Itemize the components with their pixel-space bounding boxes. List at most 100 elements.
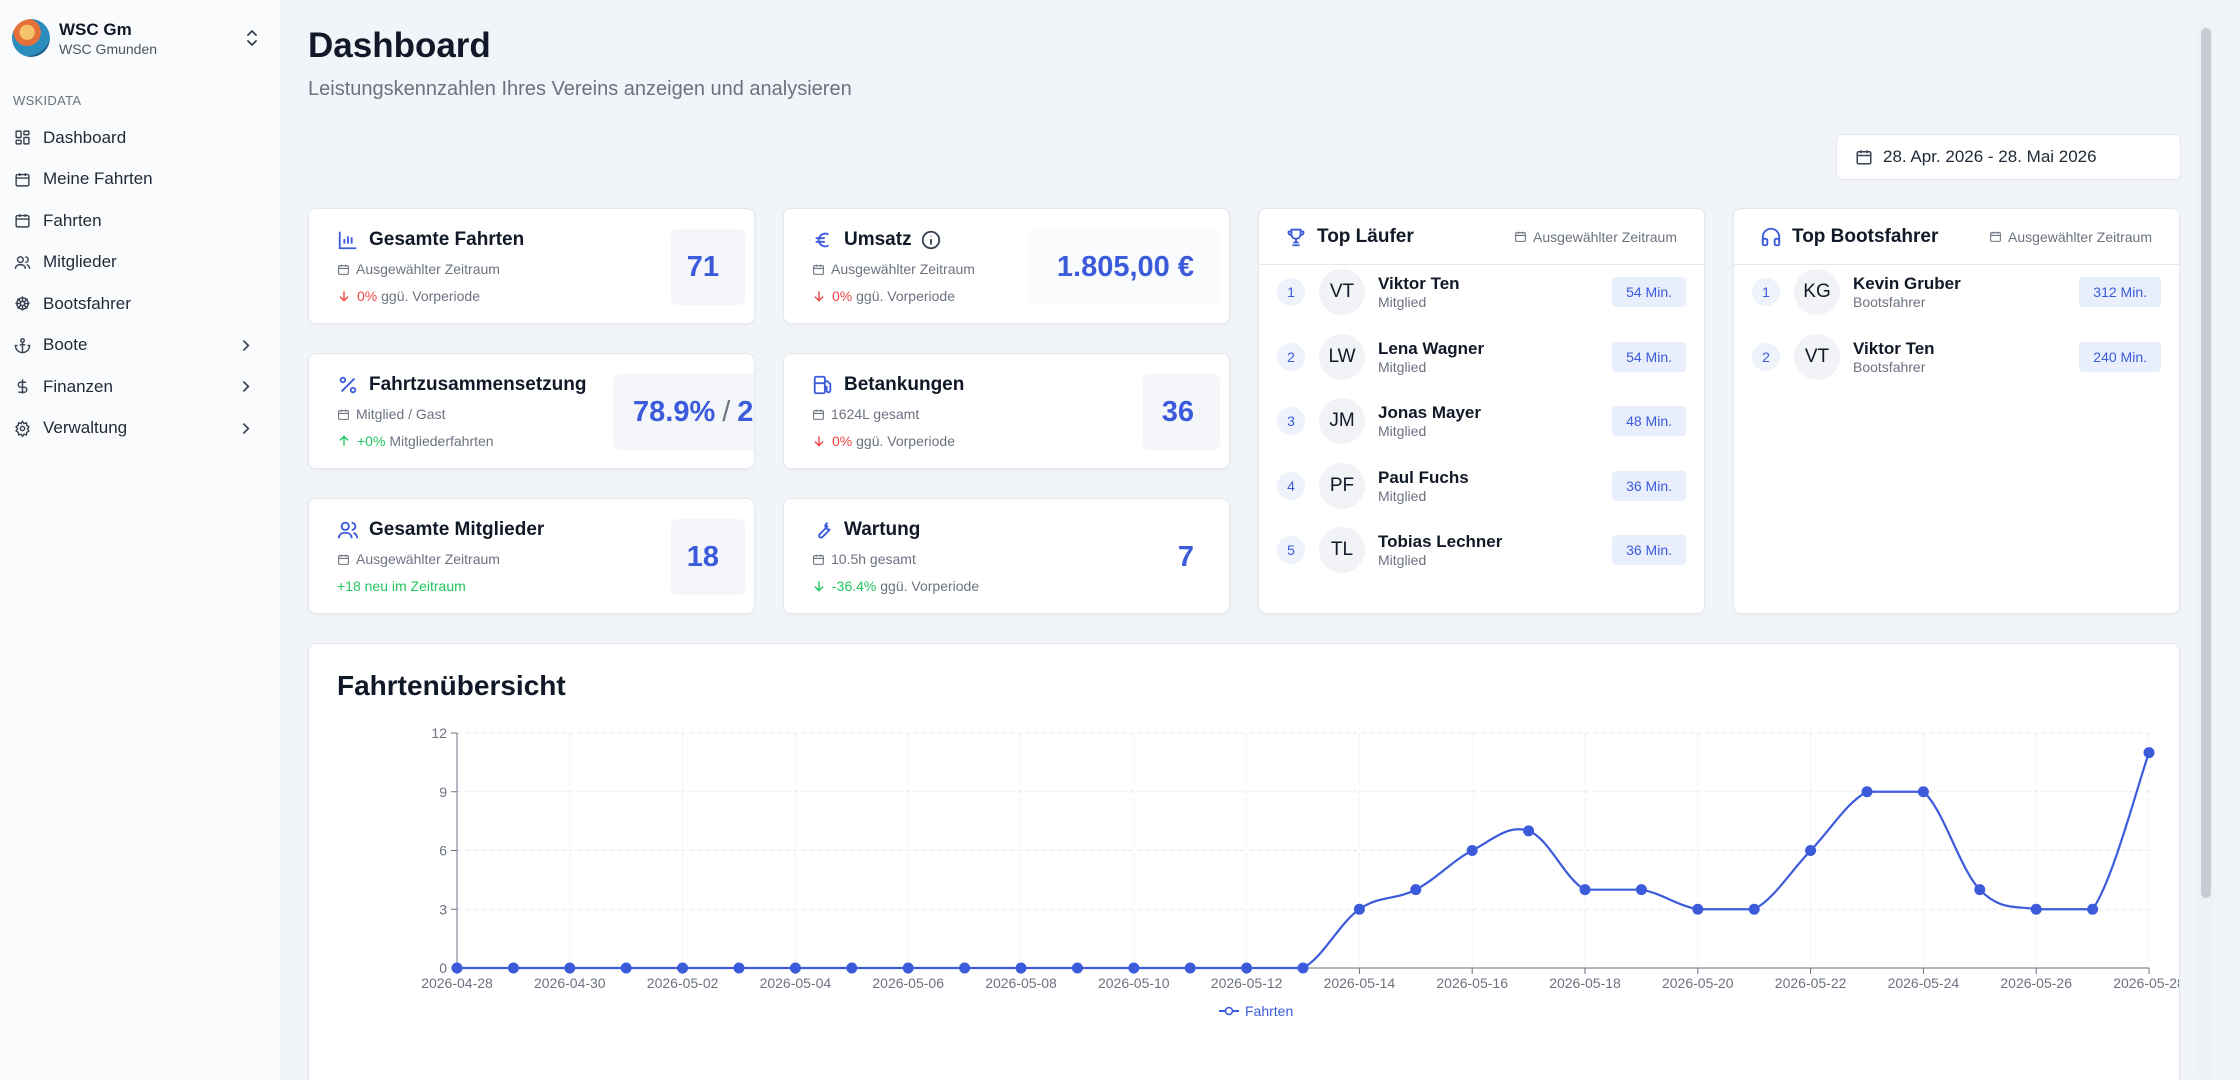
kpi-card-rides: Gesamte Fahrten Ausgewählter Zeitraum 0%… (308, 208, 755, 324)
kpi-trend-value: 0% (832, 288, 853, 304)
x-tick-label: 2026-05-20 (1662, 975, 1734, 991)
sidebar-item-boote[interactable]: Boote (0, 325, 280, 367)
rank-badge: 2 (1277, 342, 1305, 371)
sidebar-item-label: Verwaltung (43, 418, 128, 438)
sidebar-item-label: Meine Fahrten (43, 169, 153, 189)
rank-badge: 5 (1277, 536, 1305, 565)
person-name: Tobias Lechner (1378, 532, 1503, 552)
kpi-title: Betankungen (844, 374, 965, 395)
org-name: WSC Gm (59, 19, 132, 39)
data-point (789, 962, 801, 974)
person-role: Mitglied (1378, 552, 1427, 569)
kpi-subtitle: Ausgewählter Zeitraum (337, 551, 500, 567)
page-scrollbar[interactable] (2198, 22, 2214, 1080)
kpi-trend-value: 0% (832, 433, 853, 449)
info-icon[interactable] (920, 229, 942, 251)
wrench-icon (818, 522, 831, 539)
sidebar-item-dashboard[interactable]: Dashboard (0, 117, 280, 159)
kpi-trend: 0% ggü. Vorperiode (337, 288, 480, 304)
person-role: Mitglied (1378, 358, 1427, 375)
legend-marker (1224, 1006, 1234, 1016)
x-tick-label: 2026-05-14 (1324, 975, 1396, 991)
person-name: Jonas Mayer (1378, 403, 1481, 423)
bar-chart-icon (338, 231, 357, 250)
x-tick-label: 2026-05-22 (1775, 975, 1847, 991)
minutes-badge: 312 Min. (2079, 277, 2161, 308)
y-tick-label: 0 (439, 960, 447, 976)
list-item: 1 VT Viktor Ten Mitglied 54 Min. (1259, 260, 1704, 325)
date-range-value: 28. Apr. 2026 - 28. Mai 2026 (1883, 147, 2097, 166)
chevrons-up-down-icon[interactable] (240, 26, 264, 50)
sidebar-item-mitglieder[interactable]: Mitglieder (0, 242, 280, 284)
top-runners-list: 1 VT Viktor Ten Mitglied 54 Min. 2 LW Le… (1259, 260, 1704, 583)
kpi-trend: 0% ggü. Vorperiode (812, 433, 955, 449)
kpi-subtitle-text: 10.5h gesamt (831, 551, 916, 567)
scrollbar-thumb[interactable] (2201, 28, 2211, 898)
euro-icon (815, 232, 829, 248)
kpi-subtitle-text: Ausgewählter Zeitraum (831, 261, 975, 277)
sidebar-section-label: WSKIDATA (13, 93, 82, 108)
data-point (1128, 962, 1140, 974)
arrow-down-icon (814, 291, 824, 302)
calendar-icon (338, 409, 349, 420)
kpi-trend-text: ggü. Vorperiode (880, 578, 980, 594)
data-point (1184, 962, 1196, 974)
data-point (1974, 884, 1986, 896)
data-point (677, 962, 689, 974)
kpi-card-fuel: Betankungen 1624L gesamt 0% ggü. Vorperi… (783, 353, 1230, 469)
x-tick-label: 2026-05-10 (1098, 975, 1170, 991)
kpi-value: 7 (1160, 519, 1220, 595)
avatar: PF (1319, 462, 1365, 509)
calendar-icon (338, 264, 349, 275)
kpi-trend-text: Mitgliederfahrten (389, 433, 494, 449)
y-tick-label: 12 (431, 725, 447, 741)
kpi-header: Umsatz (812, 229, 952, 251)
data-point (1015, 962, 1027, 974)
x-tick-label: 2026-04-28 (421, 975, 493, 991)
sidebar-item-label: Mitglieder (43, 252, 117, 272)
sidebar-item-label: Fahrten (43, 210, 102, 230)
x-tick-label: 2026-05-16 (1436, 975, 1508, 991)
data-point (1748, 903, 1760, 915)
chart-title: Fahrtenübersicht (337, 670, 566, 701)
sidebar-item-finanzen[interactable]: Finanzen (0, 366, 280, 408)
data-point (1635, 884, 1647, 896)
org-logo (12, 19, 50, 57)
avatar: VT (1319, 269, 1365, 316)
kpi-trend-text: ggü. Vorperiode (856, 433, 955, 449)
data-point (733, 962, 745, 974)
sidebar-item-bootsfahrer[interactable]: Bootsfahrer (0, 283, 280, 325)
sidebar-item-verwaltung[interactable]: Verwaltung (0, 408, 280, 450)
date-range-picker[interactable]: 28. Apr. 2026 - 28. Mai 2026 (1836, 134, 2181, 180)
kpi-title: Umsatz (844, 229, 912, 250)
calendar-icon (1990, 231, 2001, 242)
minutes-badge: 54 Min. (1612, 277, 1686, 308)
sidebar-item-meine-fahrten[interactable]: Meine Fahrten (0, 159, 280, 201)
calendar-icon (1515, 231, 1526, 242)
x-tick-label: 2026-05-12 (1211, 975, 1283, 991)
kpi-subtitle: 10.5h gesamt (812, 551, 916, 567)
sidebar-item-label: Bootsfahrer (43, 293, 131, 313)
org-text: WSC Gm WSC Gmunden (59, 19, 240, 58)
kpi-subtitle: 1624L gesamt (812, 406, 919, 422)
person-name: Lena Wagner (1378, 338, 1485, 358)
kpi-trend-text: ggü. Vorperiode (381, 288, 480, 304)
calendar-icon (813, 409, 824, 420)
data-point (902, 962, 914, 974)
sidebar-item-fahrten[interactable]: Fahrten (0, 200, 280, 242)
person-info: Paul Fuchs Mitglied (1378, 468, 1612, 504)
rides-overview-card: Fahrtenübersicht 0 3 6 9 12 2026-04-28 2026-04… (308, 643, 2180, 1080)
top-runners-period: Ausgewählter Zeitraum (1514, 229, 1677, 245)
kpi-trend-text: ggü. Vorperiode (856, 288, 955, 304)
sidebar: WSC Gm WSC Gmunden WSKIDATA Dashboard Me… (0, 0, 280, 1080)
person-role: Mitglied (1378, 294, 1427, 311)
y-tick-label: 9 (439, 784, 447, 800)
rank-badge: 1 (1277, 278, 1305, 307)
kpi-header: Gesamte Mitglieder (337, 519, 544, 541)
dollar-icon (17, 379, 28, 394)
org-switcher[interactable]: WSC Gm WSC Gmunden (12, 16, 264, 60)
data-point (1917, 786, 1929, 798)
anchor-icon (14, 337, 31, 353)
kpi-value-separator: / (722, 395, 731, 428)
chevron-right-icon (242, 422, 250, 434)
